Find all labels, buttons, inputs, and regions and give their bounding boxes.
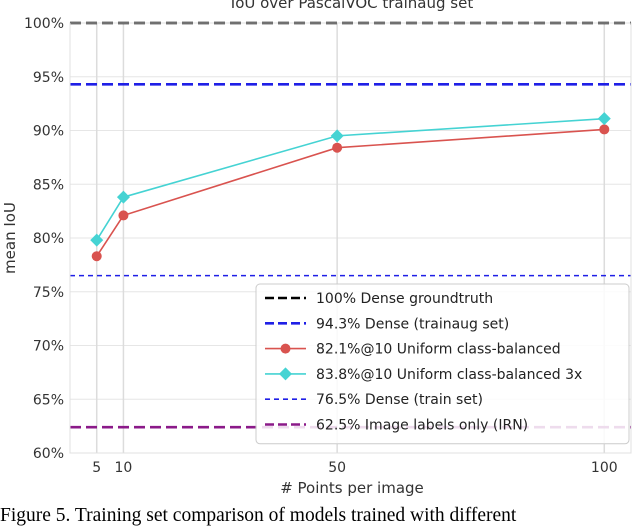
data-point-diamond	[597, 112, 611, 126]
data-series	[90, 112, 611, 262]
series-line	[96, 117, 605, 241]
legend-label: 83.8%@10 Uniform class-balanced 3x	[316, 367, 582, 383]
tick-labels: 60% 65% 70% 75% 80% 85% 90% 95% 100% 5 10 50 100	[24, 16, 618, 476]
x-tick-label: 10	[115, 460, 133, 476]
legend-label: 82.1%@10 Uniform class-balanced	[316, 342, 561, 358]
series-line	[96, 128, 605, 257]
legend-box	[255, 283, 630, 445]
y-tick-label: 80%	[33, 231, 64, 247]
legend-label: 94.3% Dense (trainaug set)	[316, 316, 509, 332]
legend-label: 62.5% Image labels only (IRN)	[316, 418, 528, 434]
legend: 100% Dense groundtruth 94.3% Dense (train…	[255, 283, 630, 445]
data-point-diamond	[330, 129, 344, 143]
data-point-circle	[118, 210, 129, 221]
data-point-diamond	[116, 190, 130, 204]
data-point-circle	[91, 251, 102, 262]
y-tick-label: 70%	[33, 339, 64, 355]
x-axis-label: # Points per image	[280, 479, 424, 497]
data-point-diamond	[90, 233, 104, 247]
y-tick-label: 95%	[33, 70, 64, 86]
legend-label: 100% Dense groundtruth	[316, 291, 493, 307]
x-tick-label: 100	[591, 460, 618, 476]
y-tick-label: 85%	[33, 177, 64, 193]
legend-marker-circle	[280, 343, 291, 354]
y-tick-label: 75%	[33, 285, 64, 301]
chart-title: IoU over PascalVOC trainaug set	[231, 0, 474, 12]
chart: 60% 65% 70% 75% 80% 85% 90% 95% 100% 5 10 50 100 IoU…	[1, 0, 632, 497]
figure-caption: Figure 5. Training set comparison of mod…	[0, 505, 517, 526]
data-point-circle	[599, 124, 610, 135]
y-tick-label: 100%	[24, 16, 64, 32]
y-axis-label: mean IoU	[1, 202, 19, 274]
y-tick-label: 60%	[33, 446, 64, 462]
data-point-circle	[332, 142, 343, 153]
legend-marker-diamond	[279, 367, 292, 381]
plot-frame	[69, 22, 632, 454]
legend-label: 76.5% Dense (train set)	[316, 392, 483, 408]
x-tick-label: 50	[328, 460, 346, 476]
y-tick-label: 65%	[33, 392, 64, 408]
x-tick-label: 5	[92, 460, 101, 476]
y-tick-label: 90%	[33, 124, 64, 140]
